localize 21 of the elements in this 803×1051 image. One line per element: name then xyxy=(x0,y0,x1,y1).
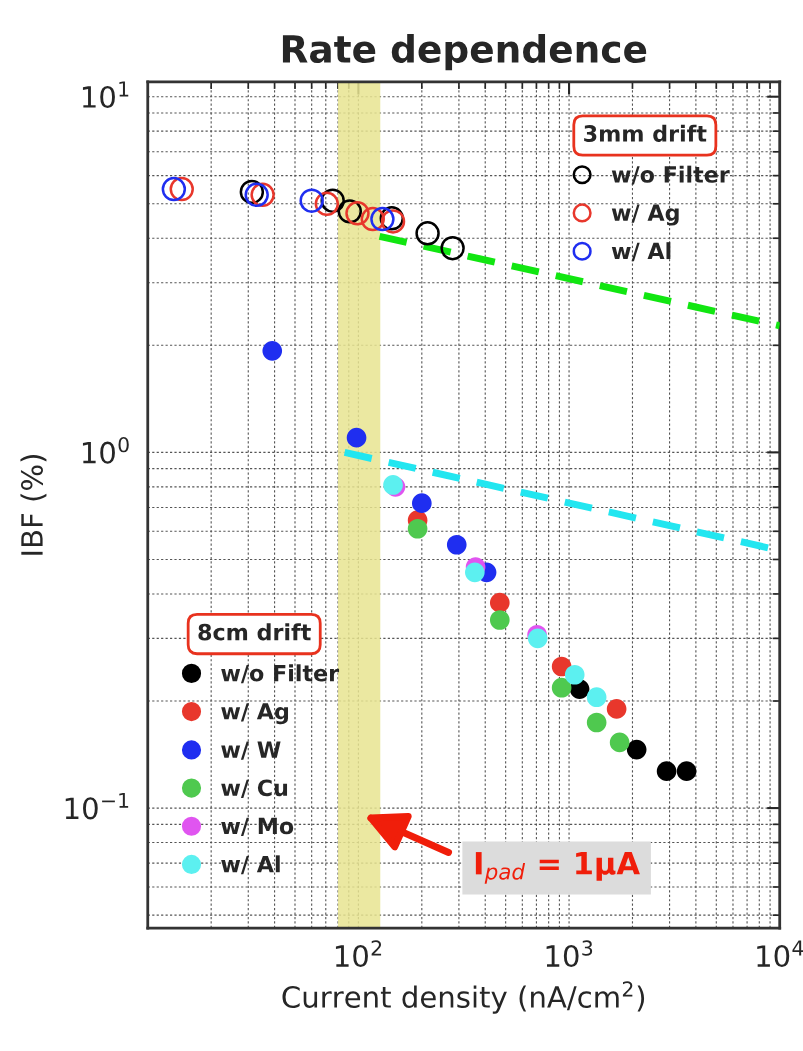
legend-label: w/ Al xyxy=(221,855,280,875)
legend-label: w/ Al xyxy=(611,242,671,262)
x-tick-label: 10$^{4}$ xyxy=(757,940,803,968)
x-axis-title: Current density (nA/cm$^{2}$) xyxy=(282,981,645,1014)
legend-label: w/ Ag xyxy=(611,204,679,226)
legend-label: w/o Filter xyxy=(611,165,730,185)
y-tick-label: 10$^{1}$ xyxy=(82,81,129,108)
legend-label: w/ Mo xyxy=(221,817,294,837)
y-tick-label: 10$^{0}$ xyxy=(82,436,129,464)
legend-label: w/ Cu xyxy=(221,779,288,798)
legend-label: w/o Filter xyxy=(221,664,340,684)
x-tick-label: 10$^{3}$ xyxy=(546,940,593,968)
y-axis-title: IBF (%) xyxy=(20,454,47,555)
annotation: I$_{pad}$ = 1μA xyxy=(475,852,640,884)
legend-title: 8cm drift xyxy=(198,623,311,641)
chart-title: Rate dependence xyxy=(282,34,647,71)
y-tick-label: 10$^{−1}$ xyxy=(65,792,129,820)
legend-label: w/ W xyxy=(221,741,281,760)
legend-label: w/ Ag xyxy=(221,703,289,725)
x-tick-label: 10$^{2}$ xyxy=(335,940,382,968)
legend-title: 3mm drift xyxy=(584,124,707,142)
